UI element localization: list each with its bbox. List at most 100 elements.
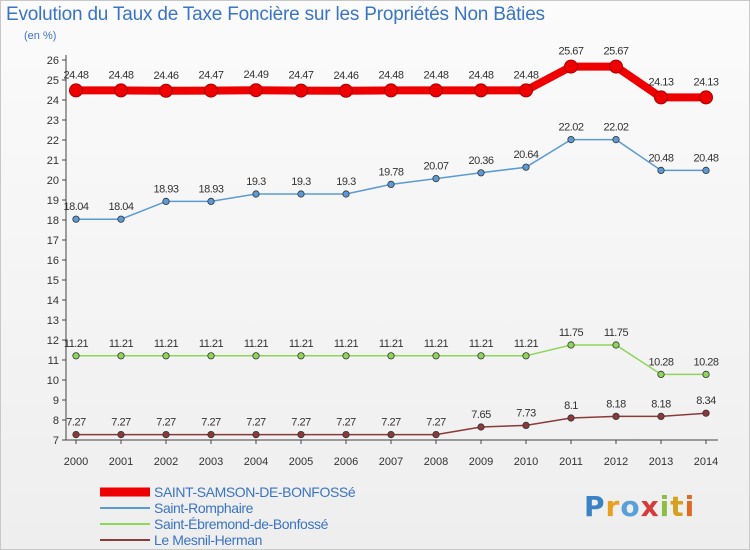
- data-label: 8.1: [564, 400, 578, 412]
- data-point: [384, 83, 398, 98]
- data-point: [702, 409, 710, 417]
- data-point: [609, 59, 623, 74]
- data-point: [342, 352, 350, 360]
- data-label: 11.21: [109, 338, 134, 350]
- data-point: [162, 430, 170, 439]
- data-point: [72, 352, 80, 360]
- y-tick-label: 25: [47, 75, 59, 87]
- data-label: 19.3: [336, 176, 356, 188]
- data-label: 24.47: [198, 70, 223, 82]
- data-label: 19.3: [291, 176, 311, 188]
- data-label: 24.13: [693, 76, 718, 88]
- data-label: 24.48: [378, 69, 403, 81]
- data-point: [204, 83, 218, 98]
- data-point: [429, 83, 443, 98]
- data-label: 24.48: [513, 69, 538, 81]
- data-point: [342, 190, 350, 198]
- legend-label: Le Mesnil-Herman: [154, 532, 262, 548]
- data-label: 7.27: [336, 417, 356, 429]
- data-label: 7.27: [156, 417, 176, 429]
- data-point: [342, 430, 350, 439]
- x-tick-label: 2002: [154, 456, 178, 468]
- data-point: [567, 136, 575, 144]
- y-tick-label: 18: [47, 215, 59, 227]
- data-label: 11.21: [199, 338, 224, 350]
- x-tick-label: 2008: [424, 456, 448, 468]
- data-point: [297, 430, 305, 439]
- logo-letter: P: [584, 490, 606, 523]
- x-tick-label: 2003: [199, 456, 223, 468]
- data-label: 11.75: [604, 327, 629, 339]
- y-tick-label: 12: [47, 335, 59, 347]
- legend-label: Saint-Romphaire: [154, 500, 254, 516]
- legend-label: SAINT-SAMSON-DE-BONFOSSé: [154, 484, 356, 500]
- data-label: 11.21: [154, 338, 179, 350]
- data-point: [657, 412, 665, 420]
- data-point: [702, 370, 710, 378]
- data-point: [117, 352, 125, 360]
- data-point: [522, 352, 530, 360]
- data-label: 20.48: [693, 152, 718, 164]
- y-tick-label: 17: [47, 235, 59, 247]
- data-point: [612, 136, 620, 144]
- data-point: [699, 90, 713, 105]
- data-label: 11.21: [334, 338, 359, 350]
- data-point: [612, 341, 620, 349]
- y-tick-label: 11: [48, 355, 59, 367]
- data-point: [117, 430, 125, 439]
- x-tick-label: 2001: [109, 456, 133, 468]
- data-label: 22.02: [603, 122, 628, 134]
- legend-label: Saint-Ébremond-de-Bonfossé: [154, 516, 329, 532]
- data-label: 8.34: [696, 395, 716, 407]
- data-label: 11.75: [559, 327, 584, 339]
- x-tick-label: 2009: [469, 456, 493, 468]
- data-point: [297, 190, 305, 198]
- data-label: 19.3: [246, 176, 266, 188]
- data-label: 24.48: [108, 69, 133, 81]
- y-tick-label: 26: [47, 55, 59, 67]
- data-point: [339, 83, 353, 98]
- y-tick-label: 21: [47, 155, 59, 167]
- y-tick-label: 8: [53, 415, 59, 427]
- data-label: 24.13: [648, 76, 673, 88]
- data-label: 7.27: [246, 417, 266, 429]
- logo-letter: i: [684, 490, 696, 523]
- data-label: 11.21: [379, 338, 404, 350]
- data-label: 20.64: [513, 149, 538, 161]
- logo-letter: x: [640, 490, 660, 523]
- logo-letter: r: [605, 490, 621, 523]
- y-tick-label: 9: [53, 395, 59, 407]
- data-label: 11.21: [289, 338, 314, 350]
- data-point: [117, 215, 125, 223]
- data-point: [657, 166, 665, 174]
- data-label: 7.27: [201, 417, 221, 429]
- data-label: 24.48: [468, 69, 493, 81]
- data-point: [294, 83, 308, 98]
- data-label: 8.18: [606, 398, 626, 410]
- data-point: [207, 430, 215, 439]
- data-point: [567, 341, 575, 349]
- series-line-1: [76, 138, 706, 220]
- data-point: [252, 352, 260, 360]
- logo-letter: i: [659, 490, 671, 523]
- data-point: [519, 83, 533, 98]
- data-label: 25.67: [558, 46, 583, 58]
- data-point: [162, 352, 170, 360]
- data-point: [477, 423, 485, 431]
- x-tick-label: 2007: [379, 456, 403, 468]
- data-point: [72, 430, 80, 439]
- data-point: [564, 59, 578, 74]
- logo-letter: t: [670, 490, 685, 523]
- data-label: 11.21: [64, 338, 89, 350]
- data-label: 7.27: [426, 417, 446, 429]
- data-point: [474, 83, 488, 98]
- data-point: [159, 83, 173, 98]
- data-label: 10.28: [693, 356, 718, 368]
- data-label: 7.65: [471, 409, 491, 421]
- y-tick-label: 22: [47, 135, 59, 147]
- y-tick-label: 23: [47, 115, 59, 127]
- data-point: [387, 352, 395, 360]
- x-tick-label: 2006: [334, 456, 358, 468]
- logo-letter: o: [620, 490, 641, 523]
- data-point: [432, 175, 440, 183]
